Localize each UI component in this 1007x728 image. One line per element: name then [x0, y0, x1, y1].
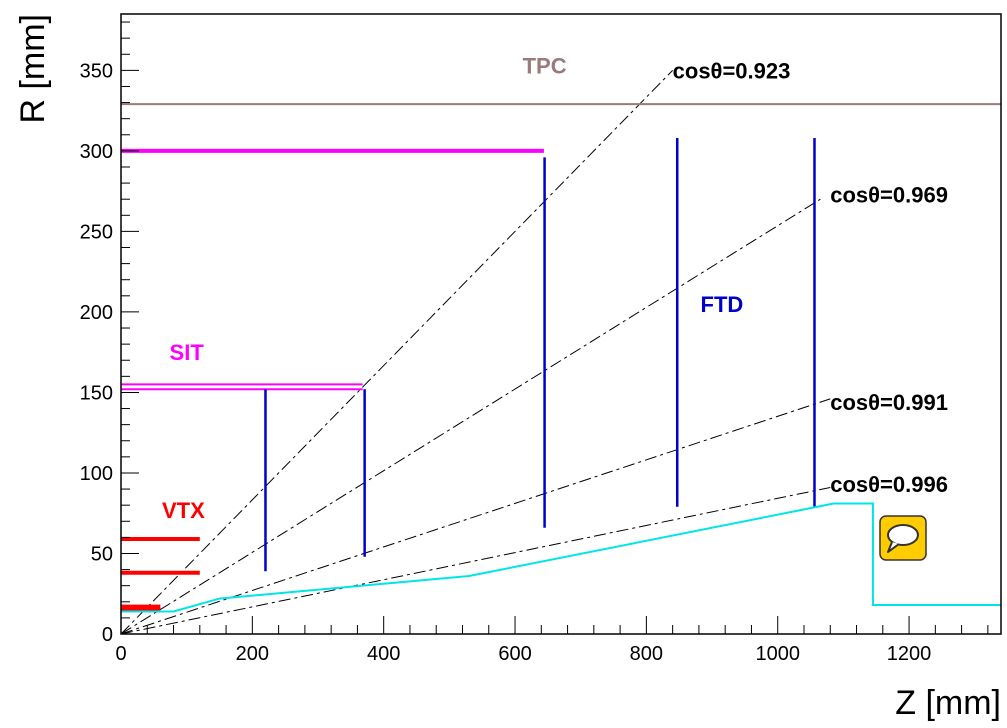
sit-label: SIT — [170, 340, 205, 365]
cos-theta-line-2 — [121, 398, 831, 634]
plot-frame — [120, 13, 1002, 635]
cos-theta-line-1 — [121, 198, 821, 634]
vtx-label: VTX — [162, 498, 205, 523]
cos-theta-label-2: cosθ=0.991 — [830, 390, 948, 415]
cos-theta-line-3 — [121, 486, 831, 634]
axes: 0 200 400 600 800 1000 1200 0 50 100 150 200 250 300 3… — [80, 13, 1002, 665]
cos-theta-label-3: cosθ=0.996 — [830, 472, 948, 497]
y-tick-label: 0 — [102, 624, 113, 646]
x-tick-label: 200 — [236, 643, 269, 665]
cos-theta-label-0: cosθ=0.923 — [673, 58, 791, 83]
beampipe-group — [121, 502, 1001, 613]
comment-button[interactable] — [879, 515, 927, 561]
x-tick-label: 600 — [498, 643, 531, 665]
y-tick-label: 200 — [80, 302, 113, 324]
chart-labels: VTX SIT FTD TPC cosθ=0.923 cosθ=0.969 cosθ=0.9… — [162, 54, 948, 523]
y-tick-label: 250 — [80, 221, 113, 243]
y-tick-label: 50 — [91, 543, 113, 565]
x-tick-label: 1000 — [755, 643, 800, 665]
y-axis-title: R [mm] — [14, 14, 52, 124]
x-tick-label: 800 — [630, 643, 663, 665]
x-tick-label: 400 — [367, 643, 400, 665]
y-tick-label: 350 — [80, 60, 113, 82]
y-axis-title-group: R [mm] — [14, 14, 52, 124]
x-axis-title-group: Z [mm] — [895, 684, 1001, 722]
y-tick-label: 100 — [80, 463, 113, 485]
speech-bubble-icon[interactable] — [887, 524, 919, 553]
x-tick-label: 0 — [115, 643, 126, 665]
beampipe-line — [121, 502, 1001, 613]
detector-layers — [121, 103, 1001, 612]
x-tick-label: 1200 — [887, 643, 932, 665]
tpc-label: TPC — [523, 54, 567, 79]
y-tick-label: 300 — [80, 141, 113, 163]
y-tick-label: 150 — [80, 382, 113, 404]
ftd-label: FTD — [701, 292, 744, 317]
cos-theta-label-1: cosθ=0.969 — [830, 182, 948, 207]
x-axis-title: Z [mm] — [895, 684, 1001, 722]
cos-theta-lines — [121, 70, 831, 634]
cos-theta-line-0 — [121, 70, 673, 634]
